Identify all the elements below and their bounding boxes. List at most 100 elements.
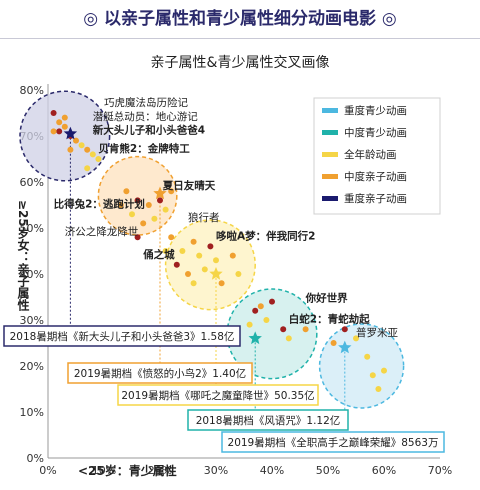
point-label: 普罗米亚	[356, 326, 398, 339]
callout-label: 2019暑期档《哪吒之魔童降世》50.35亿	[121, 389, 314, 402]
data-point	[341, 326, 348, 333]
y-tick-label: 0%	[27, 452, 44, 465]
data-point	[162, 206, 169, 213]
data-point	[123, 188, 130, 195]
y-tick-label: 50%	[20, 222, 44, 235]
data-point	[134, 234, 141, 241]
x-tick-label: 70%	[428, 464, 452, 477]
data-point	[302, 326, 309, 333]
data-point	[129, 211, 135, 218]
y-tick-label: 40%	[20, 268, 44, 281]
data-point	[179, 248, 186, 254]
data-point	[375, 386, 382, 392]
point-label: 白蛇2：青蛇劫起	[289, 312, 370, 325]
y-tick-label: 80%	[20, 84, 44, 97]
data-point	[50, 110, 57, 116]
x-tick-label: 30%	[204, 464, 228, 477]
x-tick-label: 20%	[148, 464, 172, 477]
y-tick-label: 60%	[20, 176, 44, 189]
data-point	[213, 257, 219, 264]
point-label: 比得兔2：逃跑计划	[54, 197, 145, 210]
data-point	[269, 298, 275, 305]
data-point	[285, 335, 292, 342]
x-tick-label: 10%	[92, 464, 116, 477]
data-point	[56, 128, 63, 135]
legend-swatch	[322, 196, 338, 201]
data-point	[145, 202, 152, 208]
data-point	[61, 114, 68, 121]
page-title: ◎ 以亲子属性和青少属性细分动画电影 ◎	[83, 9, 397, 29]
point-label: 新大头儿子和小头爸爸4	[93, 124, 205, 137]
data-point	[364, 353, 371, 360]
y-tick-label: 10%	[20, 406, 44, 419]
point-label: 俑之城	[142, 248, 175, 261]
data-point	[173, 261, 180, 268]
data-point	[162, 248, 169, 254]
x-tick-label: 50%	[316, 464, 340, 477]
x-tick-label: 60%	[372, 464, 396, 477]
data-point	[235, 271, 242, 277]
callout-box	[3, 325, 241, 347]
data-point	[89, 151, 96, 158]
data-point	[369, 372, 376, 379]
legend-swatch	[322, 130, 338, 135]
data-point	[353, 335, 359, 342]
point-label: 你好世界	[305, 292, 348, 305]
point-label: 潜艇总动员：地心游记	[93, 110, 198, 123]
cluster-circle	[164, 219, 256, 311]
point-label: 巧虎魔法岛历险记	[104, 96, 188, 109]
data-point	[185, 271, 191, 277]
data-point	[95, 156, 102, 162]
point-label: 哆啦A梦：伴我同行2	[216, 230, 315, 243]
highlight-star	[338, 340, 352, 354]
data-point	[330, 340, 337, 346]
data-point	[263, 317, 270, 323]
data-point	[246, 321, 253, 328]
data-point	[257, 303, 264, 310]
callout-box	[221, 431, 445, 453]
callout-label: 2019暑期档《愤怒的小鸟2》1.40亿	[74, 367, 246, 380]
callout-box	[117, 384, 319, 406]
data-point	[84, 165, 91, 172]
highlight-star	[153, 186, 167, 200]
data-point	[157, 197, 163, 204]
callout-box	[67, 362, 253, 384]
cluster-circle	[318, 323, 405, 409]
x-tick-label: 0%	[39, 464, 56, 477]
data-point	[67, 146, 74, 153]
chart-title: 亲子属性&青少属性交叉画像	[150, 55, 330, 71]
data-point	[190, 238, 197, 245]
point-label: 贝肯熊2：金牌特工	[98, 142, 190, 155]
data-point	[134, 197, 141, 204]
data-point	[280, 326, 287, 333]
data-point	[201, 266, 208, 273]
data-point	[168, 234, 175, 241]
legend-swatch	[322, 108, 338, 113]
data-point	[207, 243, 214, 250]
y-axis-label: ≥25岁女：亲子属性	[16, 200, 30, 311]
legend-label: 全年龄动画	[344, 148, 397, 161]
title-divider	[0, 38, 480, 39]
cluster-circle	[19, 90, 111, 182]
data-point	[73, 137, 79, 144]
data-point	[252, 307, 259, 314]
legend-swatch	[322, 152, 338, 157]
data-point	[78, 142, 85, 149]
data-point	[218, 280, 225, 287]
callout-label: 2019暑期档《全职高手之巅峰荣耀》8563万	[228, 436, 439, 449]
y-tick-label: 30%	[20, 314, 44, 327]
legend-label: 中度亲子动画	[344, 170, 407, 183]
highlight-star	[63, 126, 78, 140]
callout-label: 2018暑期档《新大头儿子和小头爸爸3》1.58亿	[10, 330, 235, 343]
legend-label: 中度青少动画	[344, 126, 407, 139]
x-tick-label: 40%	[260, 464, 284, 477]
legend-label: 重度亲子动画	[344, 192, 407, 205]
data-point	[168, 188, 175, 195]
data-point	[140, 220, 147, 227]
data-point	[50, 128, 57, 135]
cluster-circle	[97, 155, 178, 236]
data-point	[381, 367, 387, 374]
data-point	[190, 280, 197, 287]
x-axis-label: <25岁：青少属性	[78, 464, 177, 478]
